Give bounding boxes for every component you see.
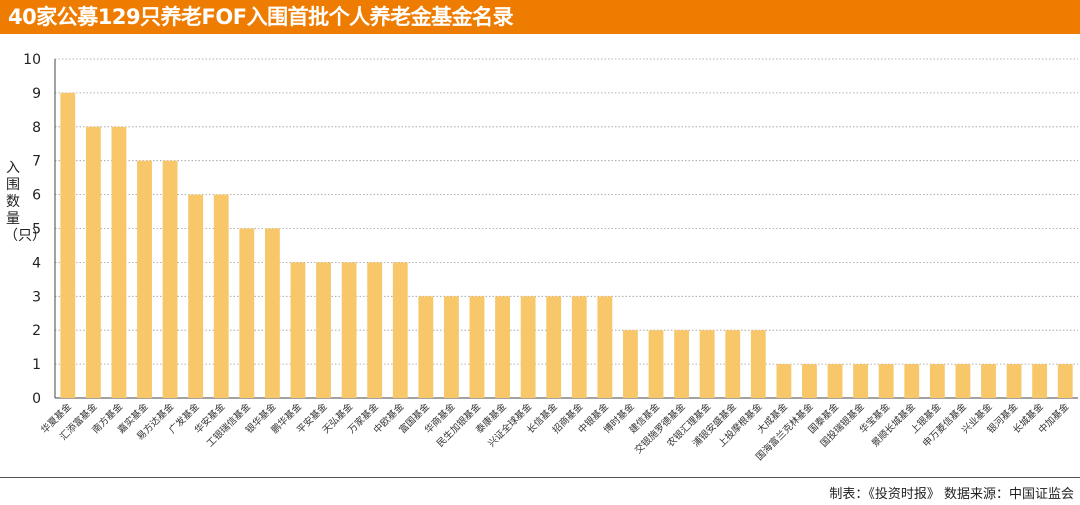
bar [162, 160, 178, 398]
bar [802, 364, 817, 398]
bar [904, 364, 920, 398]
bar [776, 364, 792, 398]
y-tick-label: 5 [32, 222, 41, 238]
bar [955, 364, 971, 398]
bar [290, 262, 306, 398]
bar [316, 262, 331, 398]
y-tick-label: 9 [32, 86, 41, 102]
bar [392, 262, 408, 398]
title-bar: 40家公募129只养老FOF入围首批个人养老金基金名录 [0, 0, 1080, 34]
bar [188, 194, 204, 398]
bar [623, 330, 638, 398]
bar [341, 262, 357, 398]
bar [137, 160, 152, 398]
bar [750, 330, 766, 398]
bar [85, 126, 101, 399]
bar [520, 296, 536, 398]
y-tick-label: 8 [32, 120, 41, 136]
y-tick-label: 0 [32, 391, 41, 407]
bar [60, 92, 76, 399]
bar [546, 296, 562, 398]
bar [699, 330, 715, 398]
bar-chart: 012345678910华夏基金汇添富基金南方基金嘉实基金易方达基金广发基金华安… [23, 52, 1078, 463]
bar [213, 194, 229, 398]
y-tick-label: 1 [32, 357, 41, 373]
y-axis-label: 入围数量（只） [4, 160, 46, 244]
bar [367, 262, 383, 398]
bar [929, 364, 945, 398]
bar [495, 296, 510, 398]
bar [648, 330, 664, 398]
bar [1032, 364, 1048, 398]
bar [597, 296, 613, 398]
bar [725, 330, 741, 398]
bar [418, 296, 434, 398]
bar [239, 228, 255, 398]
y-tick-label: 4 [32, 255, 41, 271]
y-tick-label: 2 [32, 323, 41, 339]
y-tick-label: 6 [32, 188, 41, 204]
y-tick-label: 10 [23, 52, 41, 68]
source-note: 制表：《投资时报》 数据来源：中国证监会 [829, 487, 1074, 502]
y-tick-label: 3 [32, 289, 41, 305]
bar [878, 364, 894, 398]
bar [264, 228, 280, 398]
bar [469, 296, 485, 398]
bar [1057, 364, 1073, 398]
bar [853, 364, 869, 398]
bar [674, 330, 690, 398]
bar [111, 126, 127, 399]
chart-title: 40家公募129只养老FOF入围首批个人养老金基金名录 [8, 5, 514, 29]
footer-divider [0, 477, 1080, 478]
bar [571, 296, 587, 398]
bar [443, 296, 459, 398]
bar [827, 364, 843, 398]
bar [981, 364, 996, 398]
y-tick-label: 7 [32, 154, 41, 170]
bar [1006, 364, 1022, 398]
